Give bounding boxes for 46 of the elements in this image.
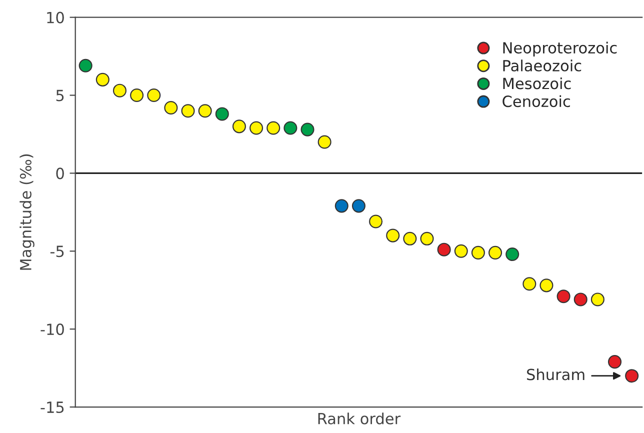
point [471,246,485,260]
point [556,290,570,304]
point [232,120,246,134]
annotation: Shuram [527,368,584,380]
y-tick-label: 10 [47,12,64,24]
point [215,107,229,121]
legend-label: Palaeozoic [503,60,582,72]
point [608,355,622,369]
point [300,122,314,136]
point [437,242,451,256]
legend-label: Cenozoic [502,95,570,108]
point [284,121,298,135]
point [112,84,126,98]
point [250,121,264,135]
point [318,135,332,149]
point [454,244,468,258]
y-tick-label: -15 [40,402,64,414]
point [420,232,434,246]
point [266,121,280,135]
point [96,72,110,86]
point [352,199,366,213]
point [130,88,144,102]
point [334,199,348,213]
point [147,88,161,102]
point [198,104,212,118]
point [574,292,588,306]
point [522,277,536,291]
x-axis-title: Rank order [318,412,401,424]
point [369,214,383,228]
point [403,232,417,246]
point [488,246,502,260]
y-tick-label: -5 [50,246,64,258]
point [164,100,178,114]
point [540,278,554,292]
point [590,292,604,306]
point [625,369,639,383]
y-axis-title: Magnitude (‰) [20,154,34,270]
point [386,228,400,242]
y-tick-label: 5 [56,90,64,102]
legend-label: Neoproterozoic [503,42,617,57]
point [78,58,92,72]
point [181,104,195,118]
point [506,247,520,262]
y-tick-label: 0 [56,168,64,180]
legend-label: Mesozoic [503,77,571,90]
y-tick-label: -10 [40,324,64,336]
